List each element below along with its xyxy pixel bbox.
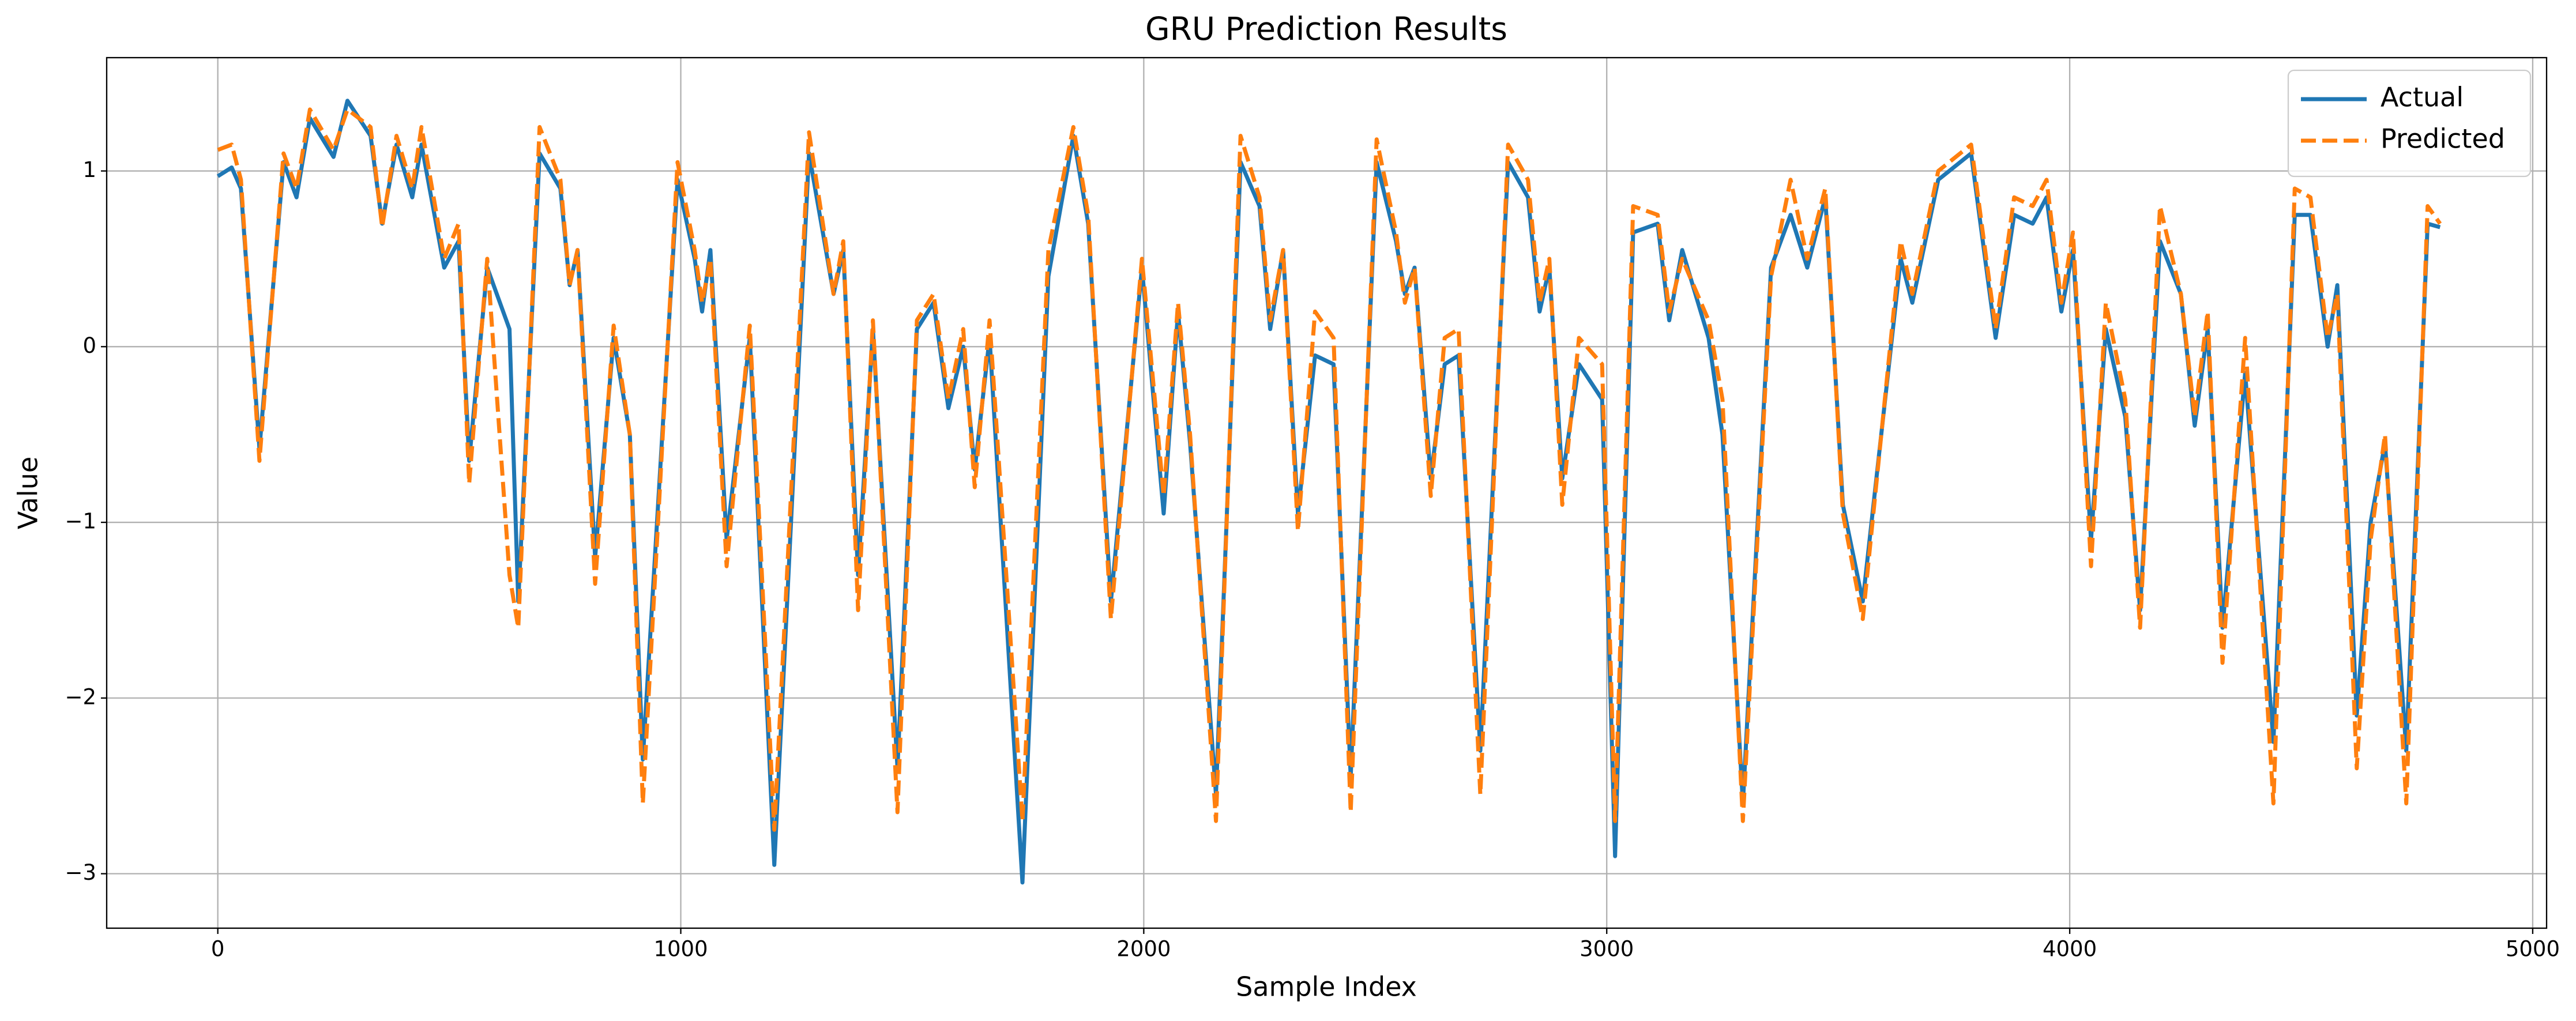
y-tick-label: −1 [65, 509, 96, 534]
data-line [217, 107, 2442, 832]
x-axis-label: Sample Index [1236, 971, 1417, 1003]
legend-box [2287, 69, 2532, 178]
y-tick-label: 1 [82, 157, 96, 182]
y-tick-label: −2 [65, 684, 96, 709]
y-tick-label: 0 [82, 333, 96, 358]
y-tick-label: −3 [65, 860, 96, 885]
legend: Actual Predicted [2287, 69, 2532, 178]
y-axis-label: Value [13, 457, 44, 529]
legend-label: Actual [2381, 82, 2464, 113]
x-tick-label: 3000 [1580, 937, 1634, 962]
x-tick-label: 4000 [2043, 937, 2097, 962]
legend-label: Predicted [2381, 123, 2505, 155]
x-tick-label: 2000 [1116, 937, 1171, 962]
x-tick-label: 0 [211, 937, 225, 962]
plot-frame [106, 56, 2548, 929]
x-tick-label: 5000 [2506, 937, 2560, 962]
chart-title: GRU Prediction Results [1145, 10, 1507, 47]
x-tick-label: 1000 [653, 937, 708, 962]
